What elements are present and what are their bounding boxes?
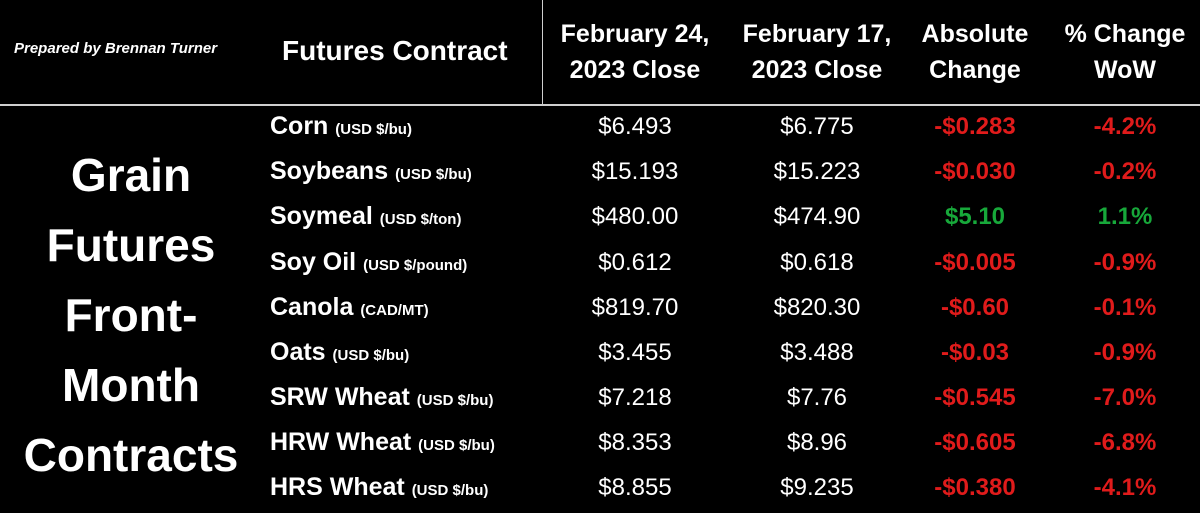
percent-change-value: -4.1% [1093, 474, 1157, 501]
contract-unit: (USD $/bu) [418, 437, 495, 454]
contract-label: Soybeans [270, 157, 389, 185]
header-feb17-line2: 2023 Close [751, 56, 883, 84]
table-row: Corn (USD $/bu) $6.493 $6.775 -$0.283 -4… [0, 104, 1200, 149]
feb17-close-value: $0.618 [780, 249, 854, 276]
table-row: Soymeal (USD $/ton) $480.00 $474.90 $5.1… [0, 194, 1200, 239]
contract-name: Corn (USD $/bu) [270, 104, 412, 152]
absolute-change-value: -$0.545 [934, 384, 1016, 411]
feb24-close-value: $7.218 [598, 384, 672, 411]
percent-change-value: -0.9% [1093, 249, 1157, 276]
percent-change-value: -0.2% [1093, 158, 1157, 185]
feb24-close-value: $15.193 [591, 158, 679, 185]
feb17-close-value: $8.96 [786, 429, 848, 456]
feb24-close-value: $0.612 [598, 249, 672, 276]
header-divider [0, 104, 1200, 106]
sidebar-line: Month [62, 359, 200, 411]
percent-change-value: 1.1% [1097, 203, 1153, 230]
sidebar-line: Contracts [23, 429, 239, 481]
absolute-change-value: -$0.005 [934, 249, 1016, 276]
header-feb17-line1: February 17, [742, 20, 892, 48]
feb17-close-value: $6.775 [780, 113, 854, 140]
contract-unit: (USD $/bu) [395, 166, 472, 183]
credit-text: Prepared by Brennan Turner [14, 40, 218, 57]
sidebar-line: Futures [46, 219, 216, 271]
percent-change-value: -7.0% [1093, 384, 1157, 411]
feb17-close-value: $7.76 [786, 384, 848, 411]
sidebar-line: Grain [70, 149, 192, 201]
feb17-close-value: $15.223 [773, 158, 861, 185]
absolute-change-value: $5.10 [944, 203, 1006, 230]
header-feb17-close: February 17, 2023 Close [727, 16, 907, 88]
contract-unit: (CAD/MT) [360, 302, 429, 319]
contract-name: Canola (CAD/MT) [270, 285, 429, 333]
contract-name: Soymeal (USD $/ton) [270, 194, 461, 242]
header-abs-line1: Absolute [921, 20, 1029, 48]
contract-name: Soy Oil (USD $/pound) [270, 240, 467, 288]
absolute-change-value: -$0.605 [934, 429, 1016, 456]
contract-label: SRW Wheat [270, 383, 410, 411]
table-row: Canola (CAD/MT) $819.70 $820.30 -$0.60 -… [0, 285, 1200, 330]
feb24-close-value: $6.493 [598, 113, 672, 140]
percent-change-value: -0.1% [1093, 294, 1157, 321]
contract-unit: (USD $/bu) [335, 121, 412, 138]
header-feb24-line2: 2023 Close [569, 56, 701, 84]
header-percent-change: % Change WoW [1050, 16, 1200, 88]
contract-name: HRS Wheat (USD $/bu) [270, 465, 488, 513]
percent-change-value: -6.8% [1093, 429, 1157, 456]
table-row: Soybeans (USD $/bu) $15.193 $15.223 -$0.… [0, 149, 1200, 194]
percent-change-value: -4.2% [1093, 113, 1157, 140]
feb24-close-value: $8.855 [598, 474, 672, 501]
contract-label: Canola [270, 293, 354, 321]
table-row: Oats (USD $/bu) $3.455 $3.488 -$0.03 -0.… [0, 330, 1200, 375]
header-pct-line1: % Change [1064, 20, 1186, 48]
contract-unit: (USD $/bu) [416, 392, 494, 409]
table-row: HRS Wheat (USD $/bu) $8.855 $9.235 -$0.3… [0, 465, 1200, 510]
feb24-close-value: $819.70 [591, 294, 679, 321]
contract-label: Oats [270, 338, 326, 366]
contract-name: Soybeans (USD $/bu) [270, 149, 472, 197]
feb24-close-value: $3.455 [598, 339, 672, 366]
contract-unit: (USD $/bu) [332, 347, 410, 364]
feb24-close-value: $480.00 [591, 203, 679, 230]
header-abs-line2: Change [929, 56, 1021, 84]
contract-label: Soy Oil [270, 248, 357, 276]
percent-change-value: -0.9% [1093, 339, 1157, 366]
sidebar-title: Grain Futures Front- Month Contracts [0, 140, 262, 490]
absolute-change-value: -$0.380 [934, 474, 1016, 501]
feb24-close-value: $8.353 [598, 429, 672, 456]
absolute-change-value: -$0.60 [940, 294, 1010, 321]
header-column-divider [542, 0, 543, 104]
header-absolute-change: Absolute Change [905, 16, 1045, 88]
contract-label: Soymeal [270, 202, 373, 230]
header-futures-contract: Futures Contract [282, 35, 508, 66]
feb17-close-value: $9.235 [780, 474, 854, 501]
feb17-close-value: $820.30 [773, 294, 861, 321]
contract-label: Corn [270, 112, 329, 140]
contract-unit: (USD $/pound) [363, 257, 468, 274]
table-row: Soy Oil (USD $/pound) $0.612 $0.618 -$0.… [0, 240, 1200, 285]
absolute-change-value: -$0.030 [934, 158, 1016, 185]
header-feb24-line1: February 24, [560, 20, 710, 48]
contract-name: Oats (USD $/bu) [270, 330, 409, 378]
contract-name: SRW Wheat (USD $/bu) [270, 375, 493, 423]
header-feb24-close: February 24, 2023 Close [545, 16, 725, 88]
contract-label: HRW Wheat [270, 428, 412, 456]
absolute-change-value: -$0.03 [940, 339, 1010, 366]
contract-unit: (USD $/ton) [379, 211, 462, 228]
sidebar-line: Front- [64, 289, 198, 341]
feb17-close-value: $474.90 [773, 203, 861, 230]
feb17-close-value: $3.488 [780, 339, 854, 366]
contract-label: HRS Wheat [270, 473, 405, 501]
contract-unit: (USD $/bu) [411, 482, 489, 499]
table-row: SRW Wheat (USD $/bu) $7.218 $7.76 -$0.54… [0, 375, 1200, 420]
contract-name: HRW Wheat (USD $/bu) [270, 420, 495, 468]
absolute-change-value: -$0.283 [934, 113, 1016, 140]
table-row: HRW Wheat (USD $/bu) $8.353 $8.96 -$0.60… [0, 420, 1200, 465]
header-pct-line2: WoW [1093, 56, 1156, 84]
